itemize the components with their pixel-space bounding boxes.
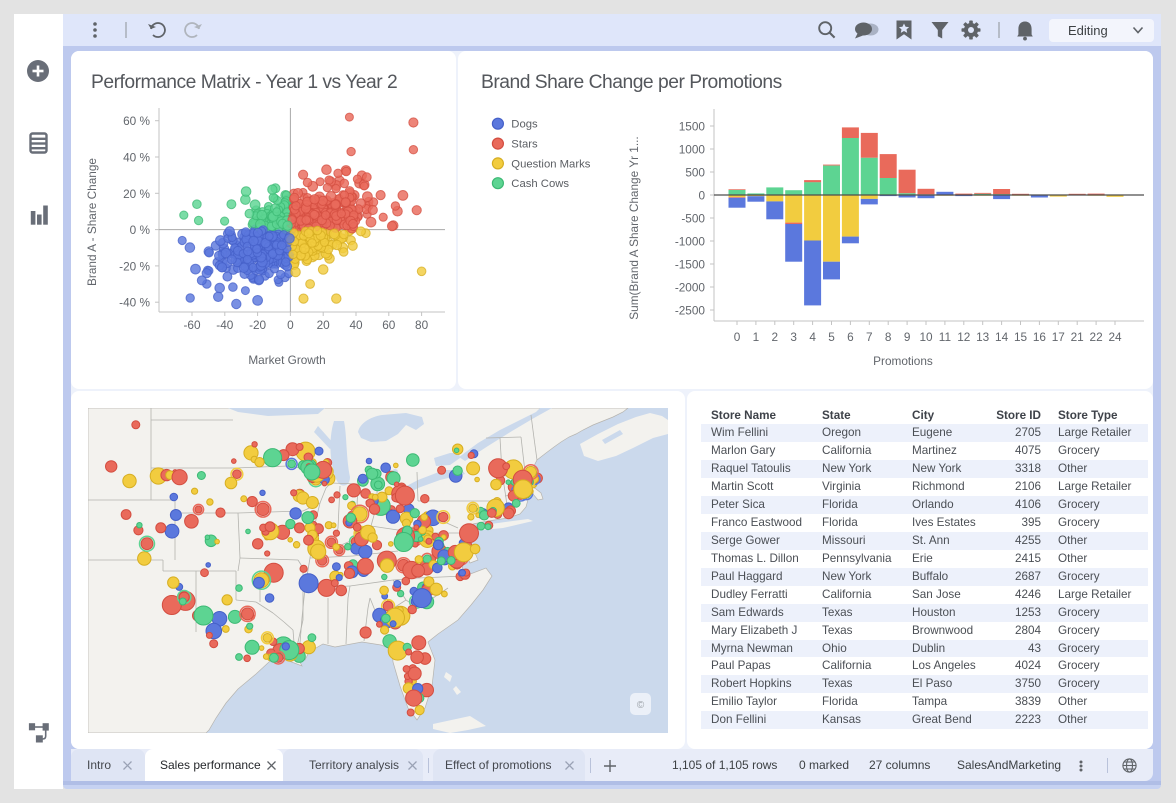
svg-text:4: 4 — [809, 330, 816, 344]
svg-text:20 %: 20 % — [123, 187, 150, 201]
svg-text:15: 15 — [1014, 330, 1028, 344]
svg-text:60 %: 60 % — [123, 114, 150, 128]
svg-text:3: 3 — [790, 330, 797, 344]
svg-text:-1500: -1500 — [675, 258, 706, 272]
svg-text:-40: -40 — [216, 318, 233, 332]
svg-text:Market Growth: Market Growth — [248, 353, 325, 367]
svg-text:6: 6 — [847, 330, 854, 344]
svg-text:Sum(Brand A Share Change Yr 1.: Sum(Brand A Share Change Yr 1... — [627, 136, 641, 319]
svg-text:-1000: -1000 — [675, 235, 706, 249]
svg-text:-40 %: -40 % — [119, 296, 150, 310]
svg-text:0: 0 — [698, 189, 705, 203]
svg-text:10: 10 — [919, 330, 933, 344]
svg-text:1500: 1500 — [679, 120, 706, 134]
svg-text:Question Marks: Question Marks — [511, 158, 590, 170]
svg-text:Promotions: Promotions — [873, 354, 933, 368]
svg-text:1: 1 — [753, 330, 760, 344]
svg-text:22: 22 — [1090, 330, 1103, 344]
svg-text:0: 0 — [287, 318, 294, 332]
svg-text:-500: -500 — [681, 212, 705, 226]
svg-text:Dogs: Dogs — [511, 119, 538, 131]
svg-text:-20 %: -20 % — [119, 259, 150, 273]
svg-text:16: 16 — [1033, 330, 1047, 344]
svg-text:0: 0 — [734, 330, 741, 344]
svg-text:12: 12 — [957, 330, 970, 344]
svg-text:2: 2 — [772, 330, 779, 344]
svg-text:0 %: 0 % — [130, 223, 151, 237]
svg-text:-2000: -2000 — [675, 281, 706, 295]
svg-text:Brand A - Share Change: Brand A - Share Change — [85, 158, 99, 286]
svg-text:14: 14 — [995, 330, 1009, 344]
svg-text:-2500: -2500 — [675, 304, 706, 318]
svg-text:7: 7 — [866, 330, 873, 344]
svg-text:-60: -60 — [183, 318, 200, 332]
svg-text:Cash Cows: Cash Cows — [511, 178, 569, 190]
svg-text:©: © — [637, 700, 645, 711]
svg-text:24: 24 — [1108, 330, 1122, 344]
svg-text:40: 40 — [349, 318, 363, 332]
svg-text:1000: 1000 — [679, 143, 706, 157]
svg-text:60: 60 — [382, 318, 396, 332]
svg-text:17: 17 — [1052, 330, 1065, 344]
svg-text:21: 21 — [1071, 330, 1084, 344]
svg-text:40 %: 40 % — [123, 151, 150, 165]
svg-text:Stars: Stars — [511, 139, 538, 151]
svg-text:8: 8 — [885, 330, 892, 344]
svg-text:500: 500 — [685, 166, 705, 180]
svg-text:80: 80 — [415, 318, 429, 332]
svg-text:13: 13 — [976, 330, 990, 344]
svg-text:20: 20 — [317, 318, 331, 332]
svg-text:9: 9 — [904, 330, 911, 344]
svg-text:11: 11 — [939, 330, 951, 344]
svg-text:-20: -20 — [249, 318, 266, 332]
svg-text:5: 5 — [828, 330, 835, 344]
